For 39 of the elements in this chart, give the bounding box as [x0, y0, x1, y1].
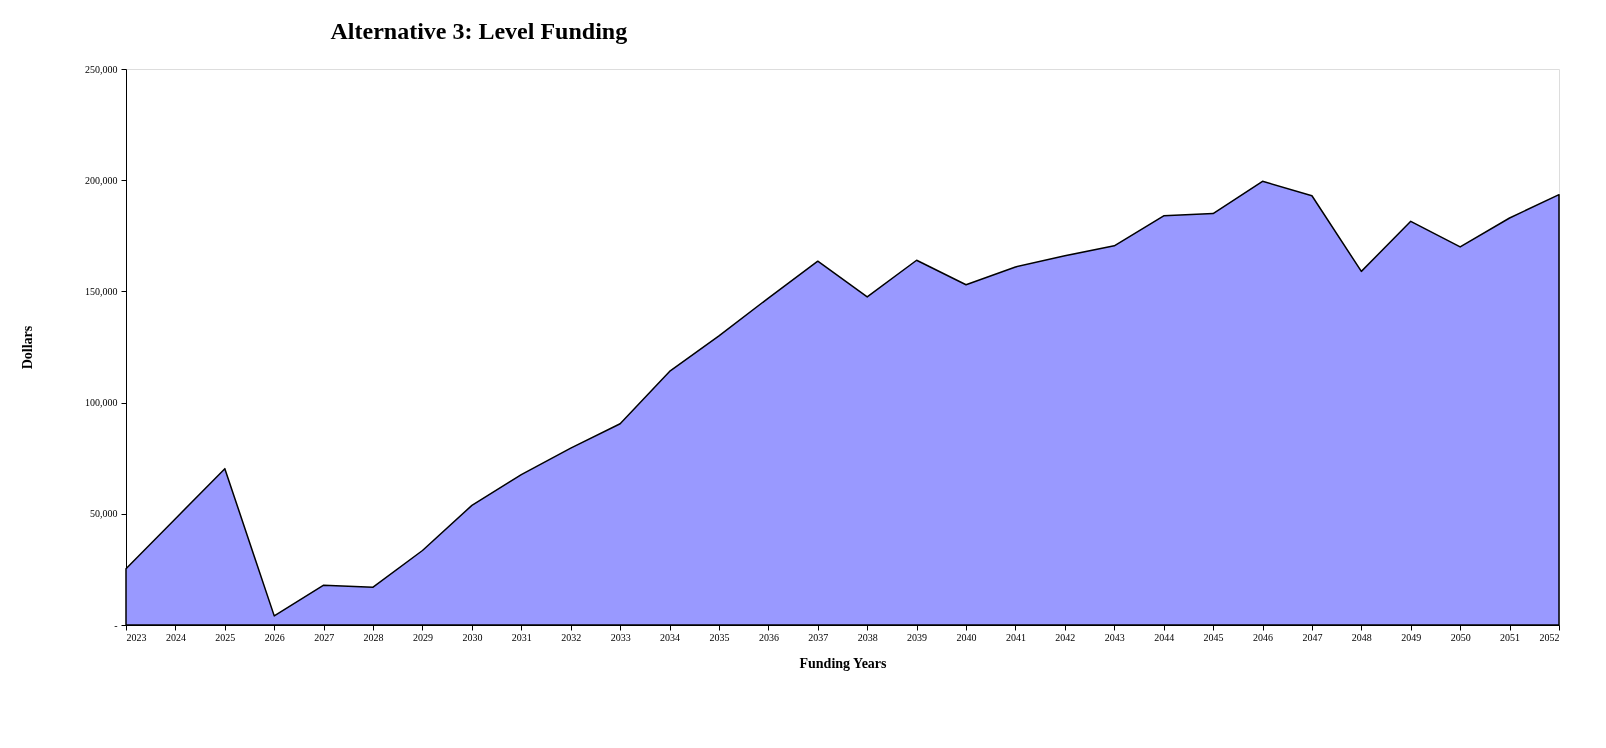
x-tick-label: 2040 [956, 631, 977, 643]
x-tick-label: 2028 [363, 631, 384, 643]
y-tick-label: - [114, 619, 118, 631]
x-tick-label: 2043 [1104, 631, 1125, 643]
x-tick-label: 2035 [709, 631, 730, 643]
x-tick-label: 2027 [314, 631, 335, 643]
x-tick-label: 2048 [1351, 631, 1372, 643]
x-tick-label: 2036 [758, 631, 779, 643]
y-tick-label: 200,000 [85, 174, 118, 186]
x-tick-label: 2050 [1450, 631, 1471, 643]
x-tick-label: 2023 [126, 631, 147, 643]
x-tick-label: 2044 [1154, 631, 1175, 643]
x-tick-label: 2032 [561, 631, 582, 643]
x-tick-label: 2031 [511, 631, 532, 643]
x-tick-label: 2046 [1253, 631, 1274, 643]
y-tick-label: 150,000 [85, 285, 118, 297]
x-tick-label: 2049 [1401, 631, 1422, 643]
x-tick-label: 2030 [462, 631, 483, 643]
x-tick-label: 2024 [165, 631, 186, 643]
x-tick-label: 2025 [215, 631, 236, 643]
x-axis-title: Funding Years [799, 655, 888, 671]
x-tick-label: 2038 [857, 631, 878, 643]
y-tick-label: 50,000 [90, 508, 118, 520]
x-tick-label: 2045 [1203, 631, 1224, 643]
x-tick-label: 2033 [610, 631, 631, 643]
x-tick-label: 2034 [660, 631, 681, 643]
chart-title: Alternative 3: Level Funding [330, 18, 628, 44]
y-tick-label: 250,000 [85, 63, 118, 75]
x-tick-label: 2041 [1005, 631, 1026, 643]
x-tick-label: 2026 [264, 631, 285, 643]
x-tick-label: 2047 [1302, 631, 1323, 643]
x-tick-label: 2037 [808, 631, 829, 643]
x-tick-label: 2039 [907, 631, 928, 643]
x-tick-label: 2029 [412, 631, 433, 643]
x-tick-label: 2052 [1539, 631, 1560, 643]
x-tick-label: 2051 [1500, 631, 1521, 643]
y-axis-title: Dollars [20, 325, 35, 370]
y-tick-label: 100,000 [85, 397, 118, 409]
x-tick-label: 2042 [1055, 631, 1076, 643]
